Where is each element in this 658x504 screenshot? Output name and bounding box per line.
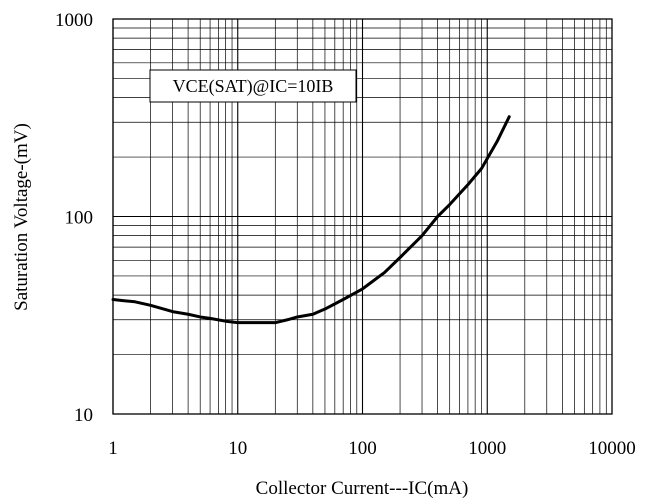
x-tick-label: 1 <box>108 438 118 459</box>
x-tick-label: 10 <box>228 438 247 459</box>
y-axis-title: Saturation Voltage-(mV) <box>11 123 32 311</box>
x-tick-labels: 1 10 100 1000 10000 <box>108 438 636 459</box>
y-tick-label: 1000 <box>55 10 93 31</box>
y-tick-label: 100 <box>65 208 94 229</box>
x-tick-label: 10000 <box>588 438 636 459</box>
y-tick-label: 10 <box>74 405 93 426</box>
x-tick-label: 100 <box>348 438 377 459</box>
x-axis-title: Collector Current---IC(mA) <box>256 478 469 499</box>
y-tick-labels: 10 100 1000 <box>55 10 93 426</box>
x-tick-label: 1000 <box>468 438 506 459</box>
annotation-text: VCE(SAT)@IC=10IB <box>173 76 334 97</box>
annotation-box: VCE(SAT)@IC=10IB <box>150 70 356 102</box>
